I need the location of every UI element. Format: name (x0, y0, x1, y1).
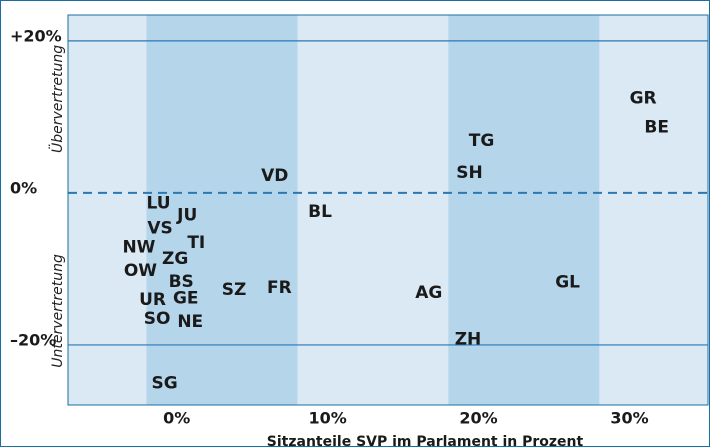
y-tick-label: +20% (10, 26, 62, 45)
band (448, 15, 600, 405)
point-label: GE (173, 289, 199, 309)
point-label: VD (261, 166, 288, 186)
x-axis-label: Sitzanteile SVP im Parlament in Prozent (267, 434, 584, 447)
plot-frame (67, 14, 709, 406)
y-tick-label: –20% (10, 330, 56, 349)
point-label: TI (187, 233, 205, 253)
x-tick-label: 30% (610, 409, 648, 428)
band (146, 15, 298, 405)
x-tick-label: 10% (308, 409, 346, 428)
point-label: SH (456, 163, 482, 183)
y-tick-label: 0% (10, 178, 37, 197)
point-label: SZ (222, 280, 247, 300)
point-label: TG (469, 131, 495, 151)
point-label: UR (139, 290, 166, 310)
point-label: BL (308, 202, 332, 222)
point-label: SO (144, 309, 171, 329)
point-label: GR (630, 89, 657, 109)
point-label: ZG (162, 249, 188, 269)
lower-label: Untervertretung (50, 254, 66, 368)
point-label: AG (415, 283, 442, 303)
point-label: VS (147, 219, 172, 239)
x-tick-label: 20% (459, 409, 497, 428)
point-label: FR (267, 278, 292, 298)
point-label: NE (177, 312, 203, 332)
upper-label: Übervertretung (48, 45, 66, 153)
point-label: OW (124, 261, 157, 281)
point-label: GL (555, 273, 580, 293)
x-tick-label: 0% (163, 409, 190, 428)
point-label: NW (122, 238, 155, 258)
point-label: LU (147, 194, 171, 214)
point-label: SG (152, 374, 178, 394)
point-label: BE (644, 118, 669, 138)
point-label: BS (169, 272, 194, 292)
point-label: JU (176, 206, 197, 226)
point-label: ZH (455, 330, 482, 350)
